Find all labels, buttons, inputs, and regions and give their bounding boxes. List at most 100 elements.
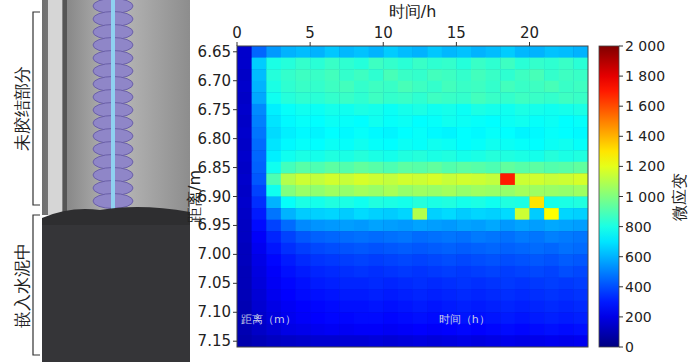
cell bbox=[252, 139, 267, 151]
cell bbox=[281, 335, 296, 347]
cell bbox=[442, 243, 457, 255]
cell bbox=[252, 115, 267, 127]
cell bbox=[471, 127, 486, 139]
cell bbox=[354, 231, 369, 243]
cell bbox=[544, 231, 559, 243]
cell bbox=[339, 58, 354, 70]
cell bbox=[486, 127, 501, 139]
cell bbox=[573, 46, 588, 58]
cell bbox=[559, 208, 574, 220]
cell bbox=[413, 335, 428, 347]
x-tick-label: 15 bbox=[447, 24, 466, 42]
cell bbox=[398, 185, 413, 197]
y-tick bbox=[233, 167, 237, 168]
cell bbox=[369, 46, 384, 58]
colorbar-tick-label: 400 bbox=[625, 279, 652, 295]
cell bbox=[296, 197, 311, 209]
cell bbox=[266, 127, 281, 139]
photo bbox=[42, 0, 190, 362]
bracket bbox=[33, 215, 40, 355]
cell bbox=[339, 81, 354, 93]
cell bbox=[339, 220, 354, 232]
cell bbox=[296, 81, 311, 93]
cell bbox=[354, 173, 369, 185]
cell bbox=[252, 185, 267, 197]
cell bbox=[442, 266, 457, 278]
cell bbox=[252, 173, 267, 185]
cell bbox=[471, 335, 486, 347]
cell bbox=[456, 104, 471, 116]
photo-label: 嵌入水泥中 bbox=[12, 243, 32, 328]
cell bbox=[530, 231, 545, 243]
cell bbox=[471, 58, 486, 70]
cell bbox=[398, 173, 413, 185]
cell bbox=[442, 220, 457, 232]
cell bbox=[442, 115, 457, 127]
cell bbox=[500, 266, 515, 278]
cell bbox=[339, 115, 354, 127]
cell bbox=[413, 162, 428, 174]
cell bbox=[456, 208, 471, 220]
cell bbox=[383, 115, 398, 127]
colorbar-tick bbox=[619, 166, 623, 167]
cell bbox=[427, 335, 442, 347]
cell bbox=[427, 58, 442, 70]
cell bbox=[325, 266, 340, 278]
cell bbox=[544, 254, 559, 266]
cell bbox=[544, 220, 559, 232]
cell bbox=[383, 92, 398, 104]
cell bbox=[398, 69, 413, 81]
cell bbox=[515, 289, 530, 301]
y-tick-label: 6.70 bbox=[198, 72, 231, 90]
cell bbox=[559, 69, 574, 81]
cell bbox=[369, 278, 384, 290]
cell bbox=[530, 197, 545, 209]
colorbar-tick-label: 0 bbox=[625, 339, 634, 355]
cell bbox=[559, 139, 574, 151]
cell bbox=[325, 278, 340, 290]
cell bbox=[500, 127, 515, 139]
cell bbox=[544, 278, 559, 290]
cell bbox=[266, 208, 281, 220]
cell bbox=[281, 197, 296, 209]
colorbar-tick bbox=[619, 226, 623, 227]
cell bbox=[339, 69, 354, 81]
cell bbox=[266, 197, 281, 209]
photo-fiber bbox=[111, 0, 115, 212]
cell bbox=[398, 92, 413, 104]
cell bbox=[237, 92, 252, 104]
cell bbox=[266, 335, 281, 347]
cell bbox=[310, 46, 325, 58]
cell bbox=[310, 185, 325, 197]
cell bbox=[383, 289, 398, 301]
y-tick-label: 6.80 bbox=[198, 130, 231, 148]
cell bbox=[427, 197, 442, 209]
cell bbox=[354, 312, 369, 324]
cell bbox=[266, 139, 281, 151]
cell bbox=[442, 81, 457, 93]
cell bbox=[339, 231, 354, 243]
cell bbox=[266, 81, 281, 93]
cell bbox=[369, 231, 384, 243]
cell bbox=[500, 69, 515, 81]
cell bbox=[573, 335, 588, 347]
cell bbox=[281, 266, 296, 278]
x-tick-label: 0 bbox=[232, 24, 242, 42]
cell bbox=[237, 162, 252, 174]
cell bbox=[486, 150, 501, 162]
colorbar bbox=[599, 46, 619, 347]
cell bbox=[383, 69, 398, 81]
cell bbox=[383, 220, 398, 232]
cell bbox=[530, 301, 545, 313]
colorbar-tick-label: 2 000 bbox=[625, 38, 665, 54]
cell bbox=[500, 150, 515, 162]
colorbar-tick bbox=[619, 286, 623, 287]
cell bbox=[530, 115, 545, 127]
cell bbox=[296, 139, 311, 151]
cell bbox=[559, 243, 574, 255]
cell bbox=[296, 335, 311, 347]
cell bbox=[486, 162, 501, 174]
colorbar-tick-label: 1 600 bbox=[625, 98, 665, 114]
cell bbox=[325, 46, 340, 58]
cell bbox=[500, 81, 515, 93]
